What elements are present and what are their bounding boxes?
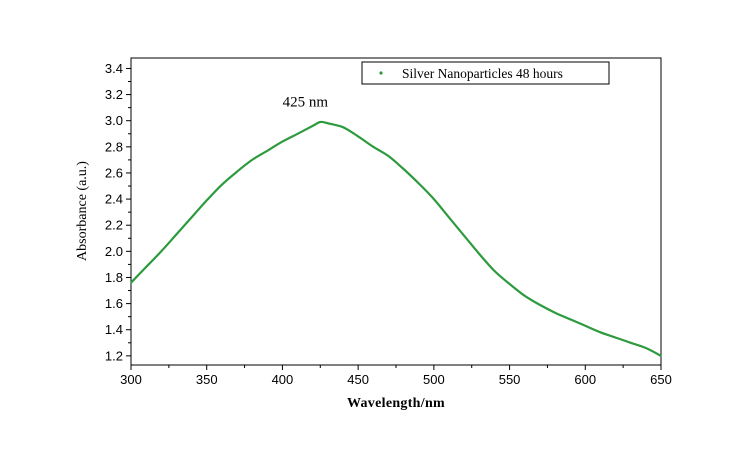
data-point bbox=[448, 216, 450, 219]
series-line bbox=[130, 120, 662, 357]
data-point bbox=[645, 347, 647, 349]
x-tick-label: 650 bbox=[650, 372, 672, 387]
peak-annotation: 425 nm bbox=[283, 95, 329, 111]
data-point bbox=[160, 250, 163, 253]
data-point bbox=[478, 253, 481, 255]
x-tick-label: 600 bbox=[574, 372, 596, 387]
data-point bbox=[205, 199, 208, 202]
data-point bbox=[569, 318, 571, 321]
data-point bbox=[417, 182, 420, 185]
y-axis-title: Absorbance (a.u.) bbox=[75, 161, 90, 261]
data-point bbox=[554, 311, 556, 314]
data-point bbox=[629, 341, 632, 344]
legend: Silver Nanoparticles 48 hours bbox=[361, 61, 610, 85]
y-tick-label: 1.8 bbox=[105, 270, 123, 285]
y-tick-label: 2.4 bbox=[105, 192, 123, 207]
y-tick-label: 2.8 bbox=[105, 139, 123, 154]
series-layer bbox=[130, 120, 662, 357]
y-tick-label: 3.2 bbox=[105, 87, 123, 102]
data-point bbox=[402, 168, 405, 170]
data-point bbox=[387, 155, 390, 157]
data-point bbox=[372, 145, 375, 148]
data-point bbox=[584, 324, 587, 327]
data-point bbox=[311, 125, 314, 127]
data-point bbox=[433, 198, 435, 201]
data-point bbox=[342, 126, 344, 129]
y-tick-label: 3.0 bbox=[105, 113, 123, 128]
data-point bbox=[145, 266, 148, 268]
data-point bbox=[508, 283, 511, 285]
data-point bbox=[175, 233, 178, 236]
data-point bbox=[493, 270, 496, 272]
y-tick-label: 1.4 bbox=[105, 322, 123, 337]
x-tick-label: 350 bbox=[196, 372, 218, 387]
data-point bbox=[357, 135, 359, 138]
x-tick-label: 550 bbox=[499, 372, 521, 387]
data-point bbox=[660, 355, 662, 357]
data-point bbox=[614, 336, 617, 339]
y-tick-label: 1.2 bbox=[105, 348, 123, 363]
data-point bbox=[190, 216, 193, 219]
y-tick-label: 2.0 bbox=[105, 244, 123, 259]
y-tick-label: 1.6 bbox=[105, 296, 123, 311]
data-point bbox=[130, 281, 132, 284]
x-tick-label: 300 bbox=[120, 372, 142, 387]
x-axis-title: Wavelength/nm bbox=[347, 396, 445, 411]
data-point bbox=[251, 159, 254, 161]
legend-box bbox=[361, 61, 610, 85]
y-tick-label: 2.6 bbox=[105, 165, 123, 180]
data-point bbox=[266, 149, 269, 152]
y-tick-label: 2.2 bbox=[105, 218, 123, 233]
plot-frame bbox=[130, 57, 662, 366]
x-tick-label: 400 bbox=[272, 372, 294, 387]
legend-label: Silver Nanoparticles 48 hours bbox=[402, 66, 563, 81]
data-point bbox=[463, 234, 465, 237]
y-axis-ticks: 1.2 1.4 1.6 1.8 2.0 2.2 2.4 2.6 2.8 3.0 3.2 3.4 bbox=[105, 61, 131, 363]
y-tick-label: 3.4 bbox=[105, 61, 123, 76]
data-point bbox=[539, 304, 541, 306]
data-point bbox=[281, 140, 284, 143]
data-point bbox=[319, 121, 322, 123]
data-point bbox=[236, 170, 238, 173]
x-tick-label: 450 bbox=[347, 372, 369, 387]
data-point bbox=[221, 183, 223, 186]
legend-marker bbox=[379, 71, 383, 75]
data-point bbox=[523, 294, 526, 297]
x-axis-ticks: 300 350 400 450 500 550 600 650 bbox=[120, 365, 672, 387]
data-point bbox=[296, 132, 299, 135]
data-point bbox=[599, 331, 602, 334]
data-point bbox=[327, 122, 329, 125]
x-tick-label: 500 bbox=[423, 372, 445, 387]
